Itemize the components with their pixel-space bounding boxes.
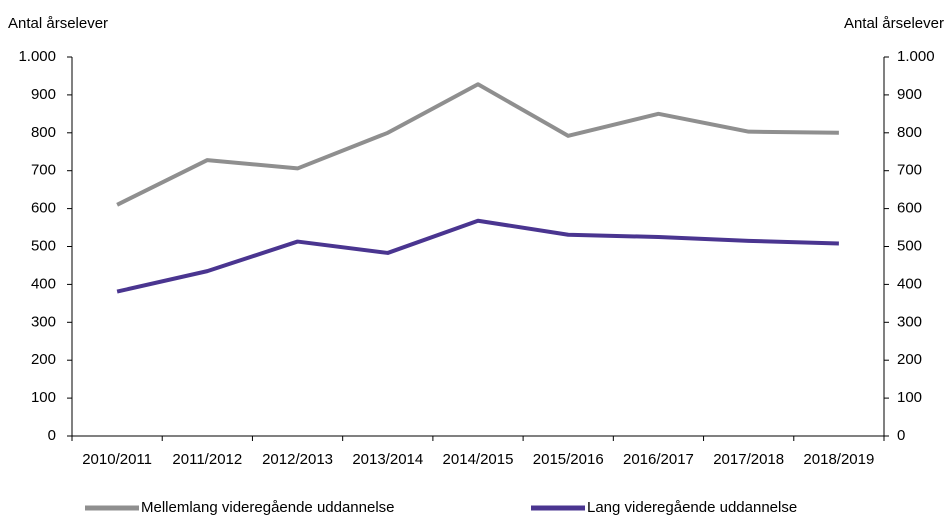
y2-axis-label: Antal årselever <box>844 15 944 32</box>
y-tick-label: 900 <box>31 86 56 103</box>
y-tick-label: 1.000 <box>18 48 56 65</box>
y2-tick-label: 300 <box>897 313 922 330</box>
legend-label: Lang videregående uddannelse <box>587 499 797 516</box>
y2-tick-label: 700 <box>897 162 922 179</box>
y2-tick-label: 800 <box>897 124 922 141</box>
y-tick-label: 200 <box>31 351 56 368</box>
y-tick-label: 700 <box>31 162 56 179</box>
series-line <box>116 82 839 207</box>
x-tick-label: 2017/2018 <box>713 451 784 468</box>
x-tick-label: 2012/2013 <box>262 451 333 468</box>
y-tick-label: 600 <box>31 200 56 217</box>
x-tick-label: 2015/2016 <box>533 451 604 468</box>
series-line <box>116 218 839 294</box>
x-tick-label: 2016/2017 <box>623 451 694 468</box>
x-tick-label: 2011/2012 <box>172 451 242 468</box>
x-tick-label: 2014/2015 <box>443 451 514 468</box>
y2-tick-label: 0 <box>897 427 905 444</box>
y2-tick-label: 100 <box>897 389 922 406</box>
x-tick-label: 2013/2014 <box>352 451 423 468</box>
x-tick-label: 2018/2019 <box>803 451 874 468</box>
y-tick-label: 400 <box>31 275 56 292</box>
y2-tick-label: 200 <box>897 351 922 368</box>
legend-label: Mellemlang videregående uddannelse <box>141 499 395 516</box>
y-tick-label: 800 <box>31 124 56 141</box>
y-tick-label: 100 <box>31 389 56 406</box>
y2-tick-label: 500 <box>897 237 922 254</box>
x-tick-label: 2010/2011 <box>82 451 152 468</box>
y-tick-label: 0 <box>48 427 56 444</box>
y2-tick-label: 400 <box>897 275 922 292</box>
y2-tick-label: 1.000 <box>897 48 935 65</box>
y2-tick-label: 600 <box>897 200 922 217</box>
y-axis-label: Antal årselever <box>8 15 108 32</box>
y-tick-label: 500 <box>31 237 56 254</box>
y-tick-label: 300 <box>31 313 56 330</box>
y2-tick-label: 900 <box>897 86 922 103</box>
